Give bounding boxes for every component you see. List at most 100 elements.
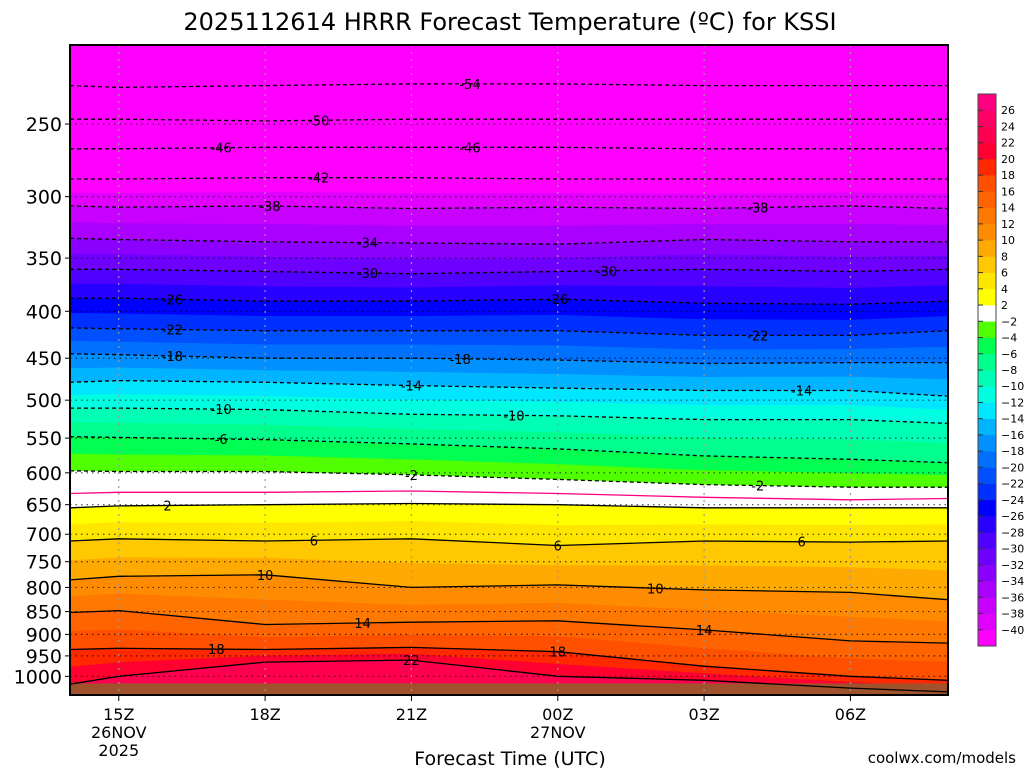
freezing-line [69,490,949,501]
colorbar-label: 6 [1001,267,1008,280]
colorbar-label: 20 [1001,153,1015,166]
colorbar-label: 2 [1001,299,1008,312]
colorbar-swatch [978,94,996,111]
colorbar-label: 22 [1001,137,1015,150]
colorbar-label: −12 [1001,396,1024,409]
contour-label: -14 [791,385,812,400]
isotherm-line [69,327,949,337]
temperature-fill-bands [70,45,948,695]
contour-label: 14 [696,624,713,639]
y-tick-label: 550 [26,428,62,450]
isotherm-line [69,379,949,397]
y-tick-label: 400 [26,301,62,323]
x-tick-label: 26NOV [91,723,147,742]
colorbar-swatch [978,418,996,436]
y-tick-label: 500 [26,390,62,412]
colorbar-swatch [978,451,996,468]
isotherm-line [69,470,948,488]
colorbar-label: −18 [1001,445,1024,458]
contour-label: 6 [310,534,318,549]
contour-label: -38 [259,200,280,215]
isotherm-line [69,83,948,89]
isotherm-line [69,502,948,509]
contour-label: -30 [357,267,378,282]
colorbar-label: −22 [1001,478,1024,491]
colorbar-label: −30 [1001,543,1024,556]
colorbar-label: 10 [1001,234,1015,247]
colorbar-label: −26 [1001,510,1024,523]
x-tick-label: 00Z [542,705,573,724]
contour-label: 10 [647,582,664,597]
isotherm-line [69,353,948,365]
contour-label: -14 [401,380,422,395]
colorbar-label: −20 [1001,461,1024,474]
colorbar-label: −2 [1001,315,1017,328]
colorbar-label: −14 [1001,413,1024,426]
y-tick-label: 700 [26,524,62,546]
colorbar-swatch [978,597,996,614]
colorbar-label: −28 [1001,526,1024,539]
plot-frame [69,44,949,696]
colorbar-swatch [978,548,996,566]
colorbar-label: 8 [1001,250,1008,263]
contour-labels: -54-50-46 -46-42-38 -38-34-30 -30-26 -26-22-… [162,78,812,669]
y-tick-label: 450 [26,348,62,370]
colorbar-label: 14 [1001,202,1015,215]
colorbar-label: 18 [1001,169,1015,182]
contour-label: 18 [208,643,225,658]
contour-label: -34 [357,237,378,252]
contour-label: -18 [162,350,183,365]
contour-label: -6 [215,433,228,448]
colorbar-swatch [978,467,996,484]
contour-label: -50 [308,114,329,129]
colorbar-legend: −40−38−36−34−32−30−28−26−24−22−20−18−16−… [977,93,1024,647]
isotherm-line [69,646,949,681]
contour-label: -30 [596,265,617,280]
x-tick-label: 15Z [103,705,134,724]
y-tick-label: 300 [26,187,62,209]
contour-label: -18 [450,353,471,368]
y-axis-pressure: 2503003504004505005506006507007508008509… [14,114,70,688]
colorbar-label: 16 [1001,185,1015,198]
colorbar-label: 24 [1001,120,1015,133]
contour-label: -54 [459,78,480,93]
surface-ground [70,683,948,695]
contour-label: 18 [550,646,567,661]
contour-label: -22 [162,324,183,339]
colorbar-label: −40 [1001,624,1024,637]
isotherm-line [70,297,949,305]
colorbar-swatch [978,240,996,257]
y-tick-label: 800 [26,577,62,599]
chart-title: 2025112614 HRRR Forecast Temperature (ºC… [183,8,836,36]
colorbar-label: −10 [1001,380,1024,393]
colorbar-swatch [978,126,996,144]
colorbar-label: −38 [1001,608,1024,621]
contour-label: 10 [257,569,274,584]
y-tick-label: 1000 [14,666,62,688]
x-tick-label: 27NOV [530,723,586,742]
colorbar-swatch [978,353,996,371]
colorbar-label: −6 [1001,348,1017,361]
x-tick-label: 2025 [98,741,139,760]
isotherm-line [69,436,949,464]
y-tick-label: 900 [26,624,62,646]
contour-label: 22 [403,654,420,669]
contour-label: 6 [798,536,806,551]
colorbar-label: −36 [1001,591,1024,604]
colorbar-swatch [978,272,996,290]
isotherm-line [69,659,949,693]
colorbar-label: −16 [1001,429,1024,442]
contour-label: -38 [747,202,768,217]
colorbar-swatch [978,110,996,127]
colorbar-swatch [978,305,996,322]
contour-label: -22 [747,329,768,344]
colorbar-swatch [978,191,996,208]
colorbar-swatch [978,483,996,501]
colorbar-swatch [978,516,996,533]
colorbar-swatch [978,499,996,517]
colorbar-swatch [978,256,996,273]
x-axis-label: Forecast Time (UTC) [414,748,605,768]
isotherm-contours [69,83,949,693]
